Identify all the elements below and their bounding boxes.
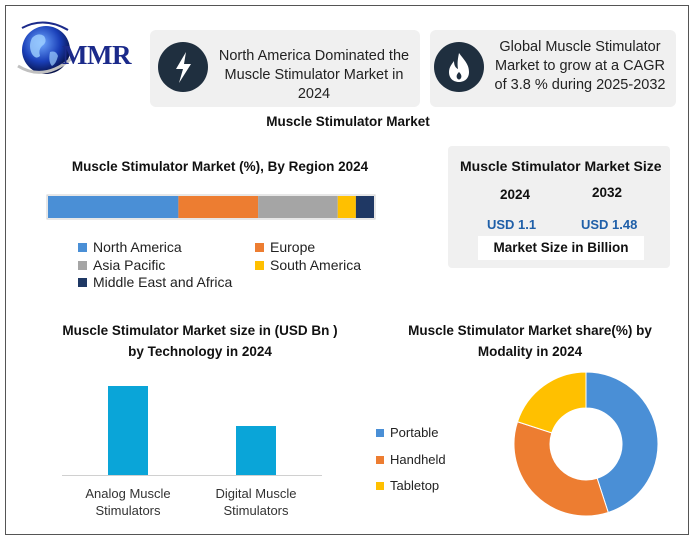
highlight-card-region: North America Dominated the Muscle Stimu… — [150, 30, 420, 107]
bar-segment-europe — [178, 196, 259, 218]
modality-donut-chart — [513, 371, 659, 517]
legend-swatch — [376, 428, 384, 437]
legend-item-tabletop: Tabletop — [376, 478, 439, 493]
legend-item-asia-pacific: Asia Pacific — [78, 257, 165, 273]
bar-segment-north-america — [48, 196, 179, 218]
region-chart-title: Muscle Stimulator Market (%), By Region … — [71, 159, 369, 174]
lightning-icon — [158, 42, 208, 92]
donut-slice-tabletop — [516, 371, 587, 434]
flame-icon — [434, 42, 484, 92]
tick-label-digital-muscle-stimulators: Digital Muscle Stimulators — [215, 486, 297, 518]
legend-label: Asia Pacific — [93, 257, 166, 273]
infographic-frame — [5, 5, 689, 535]
legend-label: Europe — [270, 239, 316, 255]
market-size-unit: Market Size in Billion — [478, 236, 644, 260]
legend-label: South America — [270, 257, 362, 273]
legend-swatch — [78, 242, 87, 252]
legend-label: Portable — [390, 425, 439, 440]
legend-item-handheld: Handheld — [376, 452, 446, 467]
bar-segment-asia-pacific — [258, 196, 338, 218]
legend-label: Middle East and Africa — [93, 274, 233, 290]
donut-slice-handheld — [513, 421, 609, 517]
legend-item-europe: Europe — [255, 239, 315, 255]
legend-swatch — [376, 455, 384, 464]
legend-item-south-america: South America — [255, 257, 361, 273]
legend-item-north-america: North America — [78, 239, 182, 255]
bar-segment-middle-east-and-africa — [355, 196, 374, 218]
main-title: Muscle Stimulator Market — [266, 114, 430, 129]
region-stacked-bar — [46, 194, 376, 220]
bar-digital-muscle-stimulators — [236, 426, 276, 476]
legend-swatch — [255, 260, 264, 270]
mmr-logo — [14, 16, 144, 88]
highlight-card-text: Global Muscle Stimulator Market to grow … — [494, 39, 666, 93]
logo-text: MMR — [62, 40, 131, 70]
technology-chart-title: Muscle Stimulator Market size in (USD Bn… — [62, 323, 338, 359]
modality-chart-title: Muscle Stimulator Market share(%) by Mod… — [408, 323, 652, 359]
year-2032-label: 2032 — [592, 185, 623, 200]
legend-item-portable: Portable — [376, 425, 438, 440]
legend-swatch — [78, 277, 87, 287]
technology-bar-chart — [62, 386, 322, 476]
legend-swatch — [78, 260, 87, 270]
year-2024-label: 2024 — [500, 187, 531, 202]
highlight-card-text: North America Dominated the Muscle Stimu… — [218, 48, 410, 102]
legend-swatch — [255, 242, 264, 252]
tick-label-analog-muscle-stimulators: Analog Muscle Stimulators — [85, 486, 171, 518]
highlight-card-cagr: Global Muscle Stimulator Market to grow … — [430, 30, 676, 107]
market-size-card: Muscle Stimulator Market Size 2024 2032 … — [448, 146, 670, 268]
bar-analog-muscle-stimulators — [108, 386, 148, 476]
value-2024: USD 1.1 — [487, 217, 537, 232]
globe-icon — [17, 21, 73, 74]
bar-segment-south-america — [337, 196, 356, 218]
donut-slice-portable — [585, 371, 659, 514]
market-size-title: Muscle Stimulator Market Size — [460, 158, 662, 174]
value-2032: USD 1.48 — [581, 217, 638, 232]
legend-label: Handheld — [390, 452, 446, 467]
legend-label: Tabletop — [390, 478, 440, 493]
legend-swatch — [376, 481, 384, 490]
legend-item-middle-east-and-africa: Middle East and Africa — [78, 274, 232, 290]
legend-label: North America — [93, 239, 182, 255]
